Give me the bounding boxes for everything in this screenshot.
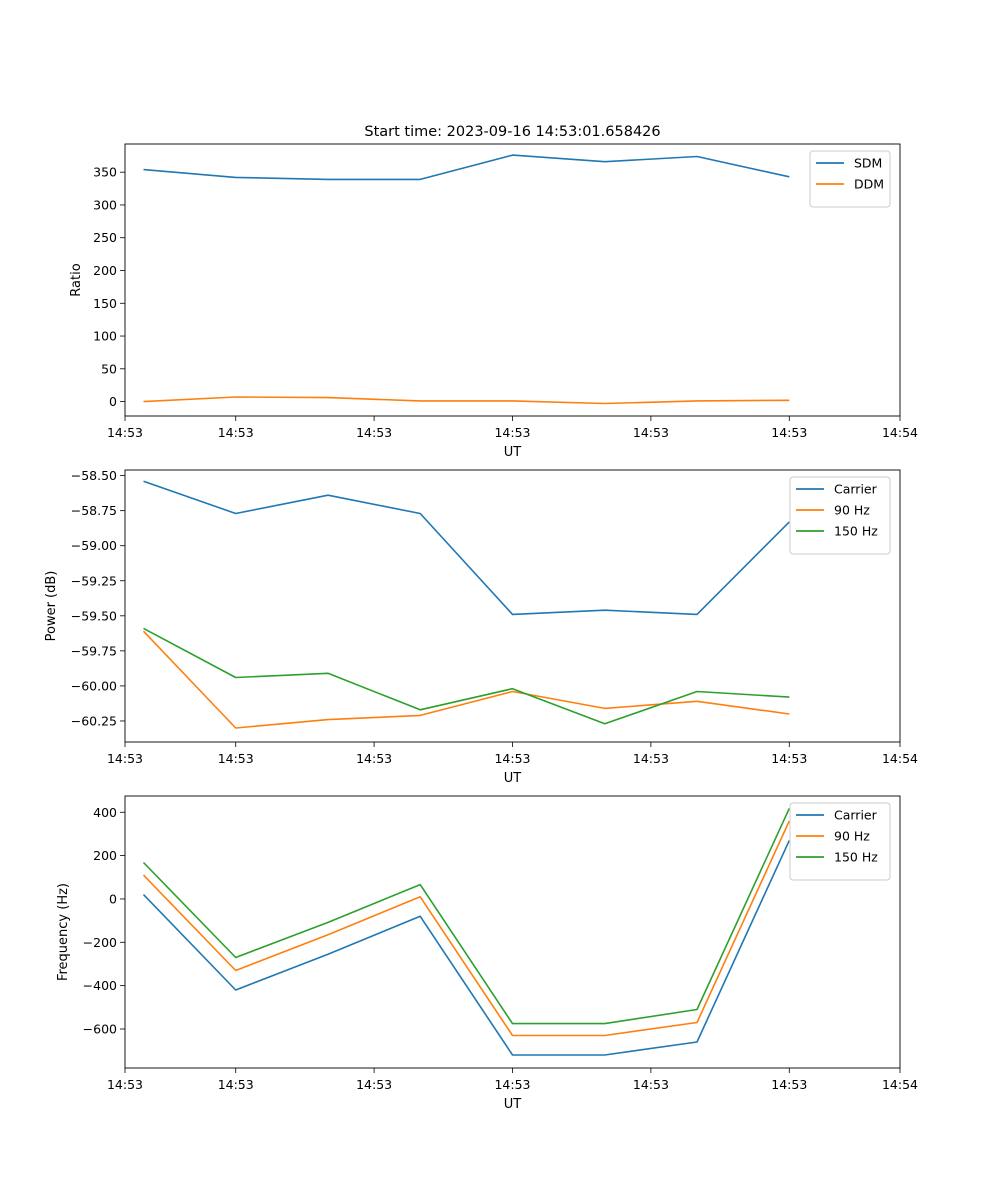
x-tick-label: 14:53 [356,425,392,440]
y-tick-label: −59.00 [71,538,117,553]
x-tick-label: 14:53 [356,1077,392,1092]
x-axis-label: UT [504,445,522,460]
series-line-carrier [142,840,791,1056]
y-tick-label: −59.50 [71,608,117,623]
y-tick-label: −58.50 [71,468,117,483]
x-tick-label: 14:53 [771,751,807,766]
y-tick-label: −59.25 [71,573,117,588]
subplots: 0 50 100 150 200 250 300 350 14:53 14:53 14:53 14:5… [44,143,918,1112]
series-line-carrier [143,480,790,616]
axes-frame [124,469,901,743]
y-axis-label: Frequency (Hz) [56,883,71,981]
figure-title: Start time: 2023-09-16 14:53:01.658426 [364,124,660,140]
x-tick-label: 14:54 [882,751,918,766]
y-tick-label: 300 [93,197,117,212]
axes-frame [124,795,901,1069]
series-line-ddm [143,396,790,405]
axes-frame [124,143,901,417]
legend: Carrier 90 Hz 150 Hz [789,476,891,555]
legend-label: DDM [854,177,884,192]
y-tick-label: −400 [83,978,117,993]
y-tick-label: −200 [83,935,117,950]
x-tick-label: 14:53 [494,1077,530,1092]
y-tick-label: 250 [93,230,117,245]
x-tick-label: 14:53 [633,1077,669,1092]
subplot-3: −600 −400 −200 0 200 400 14:53 14:53 14:53 14:53 1… [56,795,918,1112]
x-tick-label: 14:53 [356,751,392,766]
series-line-150-hz [142,808,791,1025]
x-axis-label: UT [504,771,522,786]
x-tick-label: 14:53 [218,751,254,766]
legend: SDM DDM [809,150,891,208]
legend-box [789,802,891,881]
y-tick-label: 0 [109,394,117,409]
x-tick-label: 14:53 [218,1077,254,1092]
legend-label: Carrier [834,482,878,497]
x-tick-label: 14:54 [882,425,918,440]
y-axis-label: Power (dB) [44,571,59,642]
x-tick-label: 14:53 [771,425,807,440]
x-tick-label: 14:53 [107,425,143,440]
legend-label: 90 Hz [834,503,870,518]
x-axis-label: UT [504,1097,522,1112]
x-tick-label: 14:53 [218,425,254,440]
y-tick-label: −60.25 [71,713,117,728]
x-tick-label: 14:53 [107,751,143,766]
x-tick-label: 14:53 [494,425,530,440]
y-tick-label: −600 [83,1021,117,1036]
x-tick-label: 14:54 [882,1077,918,1092]
x-tick-label: 14:53 [107,1077,143,1092]
y-tick-label: 100 [93,329,117,344]
y-tick-label: 400 [93,805,117,820]
y-tick-label: 150 [93,296,117,311]
x-tick-label: 14:53 [633,751,669,766]
legend-label: 150 Hz [834,524,878,539]
y-tick-label: 350 [93,165,117,180]
subplot-2: −58.50 −58.75 −59.00 −59.25 −59.50 −59.75 −60.… [44,468,918,786]
legend-box [809,150,891,208]
x-tick-label: 14:53 [494,751,530,766]
legend: Carrier 90 Hz 150 Hz [789,802,891,881]
y-tick-label: −60.00 [71,678,117,693]
legend-label: 150 Hz [834,850,878,865]
y-tick-label: −58.75 [71,503,117,518]
series-line-90-hz [142,630,790,729]
y-tick-label: −59.75 [71,643,117,658]
x-tick-label: 14:53 [633,425,669,440]
series-line-90-hz [142,820,791,1037]
series-line-sdm [143,154,790,181]
legend-label: Carrier [834,808,878,823]
y-tick-label: 0 [109,891,117,906]
y-axis-label: Ratio [69,263,84,296]
y-tick-label: 200 [93,263,117,278]
y-tick-label: 50 [101,361,117,376]
legend-box [789,476,891,555]
legend-label: SDM [854,156,882,171]
y-tick-label: 200 [93,848,117,863]
subplot-1: 0 50 100 150 200 250 300 350 14:53 14:53 14:53 14:5… [69,143,918,460]
legend-label: 90 Hz [834,829,870,844]
series-line-150-hz [143,627,790,725]
x-tick-label: 14:53 [771,1077,807,1092]
